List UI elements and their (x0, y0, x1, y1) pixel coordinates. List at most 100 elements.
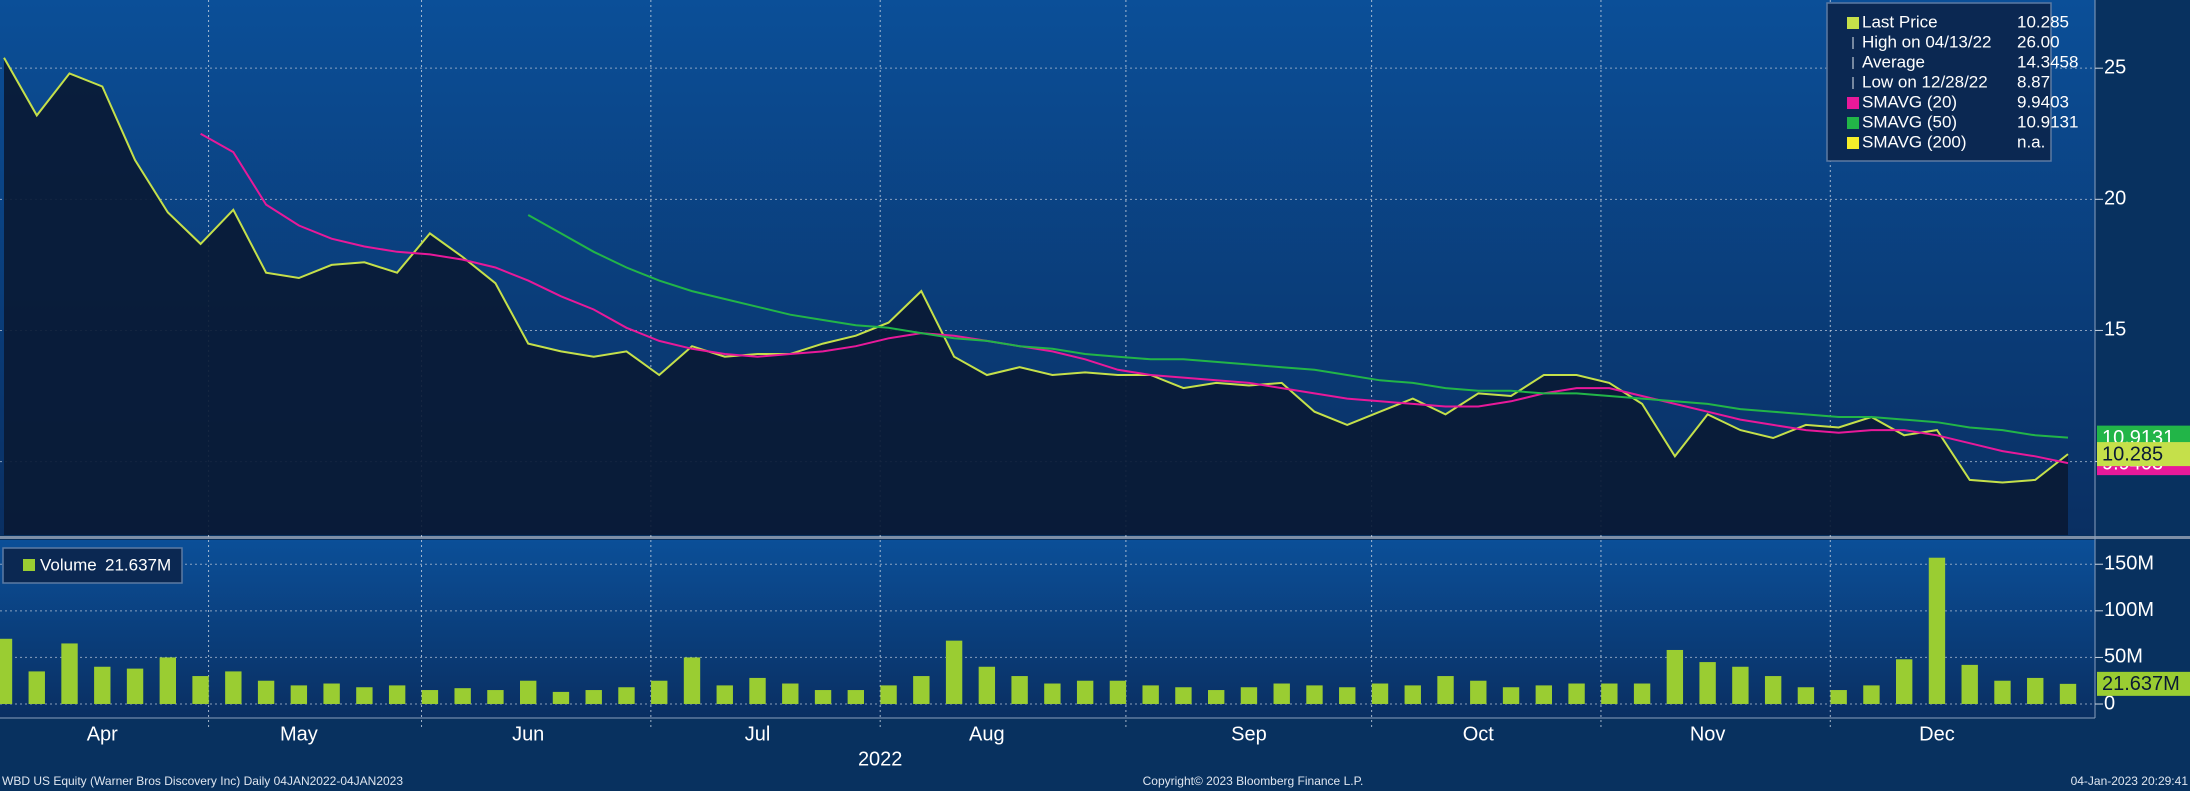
volume-bar (782, 683, 799, 705)
last-value-badge (2097, 671, 2190, 696)
volume-bar (356, 687, 373, 705)
volume-bar (1470, 680, 1487, 705)
last-value-badge (2097, 442, 2190, 467)
legend-value: 26.00 (2017, 32, 2060, 51)
legend-value: n.a. (2017, 132, 2045, 151)
volume-bar (1142, 685, 1159, 705)
legend-label: SMAVG (50) (1862, 112, 1957, 131)
x-tick-label: May (280, 723, 318, 745)
legend-swatch (1847, 97, 1859, 109)
volume-bar (1208, 690, 1225, 705)
price-area (4, 57, 2068, 535)
legend-label: SMAVG (20) (1862, 92, 1957, 111)
x-axis-label: 2022 (858, 748, 903, 770)
x-tick-label: Oct (1463, 723, 1495, 745)
volume-bar (1601, 683, 1618, 705)
volume-bar (1863, 685, 1880, 705)
volume-bar (61, 643, 78, 705)
volume-bar (585, 690, 602, 705)
volume-bar (1961, 664, 1978, 705)
volume-bar (847, 690, 864, 705)
x-tick-label: Apr (87, 723, 118, 745)
volume-bar (880, 685, 897, 705)
x-tick-label: Jun (512, 723, 544, 745)
volume-bar (225, 671, 242, 705)
x-tick-label: Dec (1919, 723, 1955, 745)
volume-bar (1175, 687, 1192, 705)
volume-bar (1044, 683, 1061, 705)
volume-bar (1732, 666, 1749, 705)
volume-bar (1797, 687, 1815, 705)
volume-bar (1764, 676, 1782, 705)
volume-bar (1306, 685, 1323, 705)
legend-label: Volume (40, 555, 97, 574)
legend-label: Last Price (1862, 12, 1938, 31)
volume-bar (1404, 685, 1421, 705)
x-tick-label: Sep (1231, 723, 1267, 745)
volume-bar (454, 688, 471, 705)
series-line (3, 57, 2069, 484)
volume-bar (1240, 687, 1258, 705)
y-tick-label: 150M (2104, 553, 2154, 575)
footer-left: WBD US Equity (Warner Bros Discovery Inc… (2, 774, 403, 788)
volume-bar (192, 676, 209, 705)
legend-label: Low on 12/28/22 (1862, 72, 1988, 91)
volume-bar (1535, 685, 1552, 705)
footer-center: Copyright© 2023 Bloomberg Finance L.P. (1143, 774, 1364, 788)
volume-bar (388, 685, 406, 705)
volume-bar (257, 680, 275, 705)
volume-bar (1994, 680, 2011, 705)
legend-value: 9.9403 (2017, 92, 2069, 111)
volume-bar (1633, 683, 1651, 705)
volume-bar (683, 657, 701, 705)
volume-bar (487, 690, 504, 705)
volume-bar (323, 683, 340, 705)
volume-bar (945, 640, 963, 705)
legend-label: High on 04/13/22 (1862, 32, 1992, 51)
volume-bar (1273, 683, 1290, 705)
volume-bar (1109, 680, 1127, 705)
volume-bar (1076, 680, 1094, 705)
legend-box (1826, 2, 2052, 162)
volume-bar (159, 657, 176, 705)
volume-bar (913, 676, 930, 705)
volume-bar (2027, 677, 2044, 705)
volume-bar (1011, 676, 1028, 705)
volume-bar (716, 685, 733, 705)
volume-bar (1568, 683, 1585, 705)
legend-value: 21.637M (105, 555, 171, 574)
volume-bar (520, 680, 537, 705)
last-value-label: 10.285 (2102, 443, 2163, 465)
volume-bar (618, 687, 635, 705)
volume-bar (978, 666, 996, 705)
volume-bar (0, 638, 13, 705)
last-value-label: 21.637M (2102, 673, 2180, 695)
legend-value: 10.9131 (2017, 112, 2078, 131)
legend-value: 8.87 (2017, 72, 2050, 91)
x-tick-label: Nov (1690, 723, 1726, 745)
legend-swatch (1847, 117, 1859, 129)
volume-bar (1371, 683, 1389, 705)
volume-bar (749, 677, 766, 705)
legend-label: Average (1862, 52, 1925, 71)
y-tick-label: 50M (2104, 646, 2143, 668)
x-tick-label: Jul (745, 723, 771, 745)
volume-bar (421, 690, 439, 705)
x-tick-label: Aug (969, 723, 1005, 745)
y-tick-label: 15 (2104, 319, 2126, 341)
volume-bar (1339, 687, 1356, 705)
footer-right: 04-Jan-2023 20:29:41 (2071, 774, 2189, 788)
volume-bar (126, 668, 144, 705)
plot: 10152025050M100M150MAprMayJunJulAugSepOc… (0, 0, 2190, 770)
volume-bar (651, 680, 668, 705)
volume-bar (1437, 676, 1454, 705)
volume-bar (290, 685, 308, 705)
legend-swatch (1847, 17, 1859, 29)
y-tick-label: 100M (2104, 599, 2154, 621)
volume-bar (814, 690, 832, 705)
volume-bar (2059, 683, 2077, 705)
volume-bar (1830, 690, 1847, 705)
legend-swatch (1847, 137, 1859, 149)
legend-value: 10.285 (2017, 12, 2069, 31)
